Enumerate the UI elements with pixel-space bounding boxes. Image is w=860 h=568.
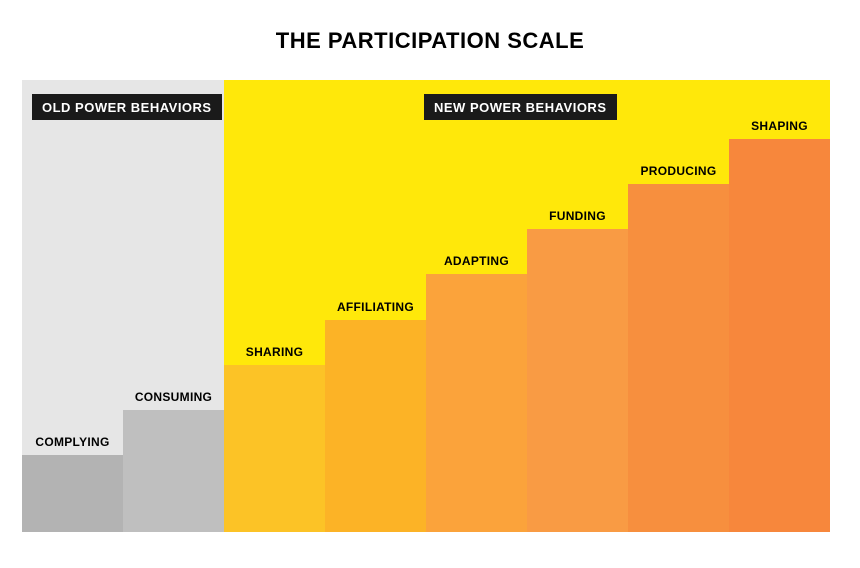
bar-consuming	[123, 410, 224, 532]
bar-funding	[527, 229, 628, 532]
bar-label-complying: COMPLYING	[22, 435, 123, 449]
chart-title: THE PARTICIPATION SCALE	[0, 0, 860, 74]
bar-adapting	[426, 274, 527, 532]
bar-label-shaping: SHAPING	[729, 119, 830, 133]
section-label-new: NEW POWER BEHAVIORS	[424, 94, 617, 120]
bar-producing	[628, 184, 729, 532]
bar-sharing	[224, 365, 325, 532]
chart-area: OLD POWER BEHAVIORS NEW POWER BEHAVIORS CO…	[22, 80, 830, 532]
page: THE PARTICIPATION SCALE OLD POWER BEHAVI…	[0, 0, 860, 568]
bar-label-affiliating: AFFILIATING	[325, 300, 426, 314]
bar-label-producing: PRODUCING	[628, 164, 729, 178]
bar-complying	[22, 455, 123, 532]
section-label-old: OLD POWER BEHAVIORS	[32, 94, 222, 120]
bar-label-adapting: ADAPTING	[426, 254, 527, 268]
bar-shaping	[729, 139, 830, 532]
bar-label-funding: FUNDING	[527, 209, 628, 223]
bar-label-consuming: CONSUMING	[123, 390, 224, 404]
bar-label-sharing: SHARING	[224, 345, 325, 359]
bar-affiliating	[325, 320, 426, 532]
